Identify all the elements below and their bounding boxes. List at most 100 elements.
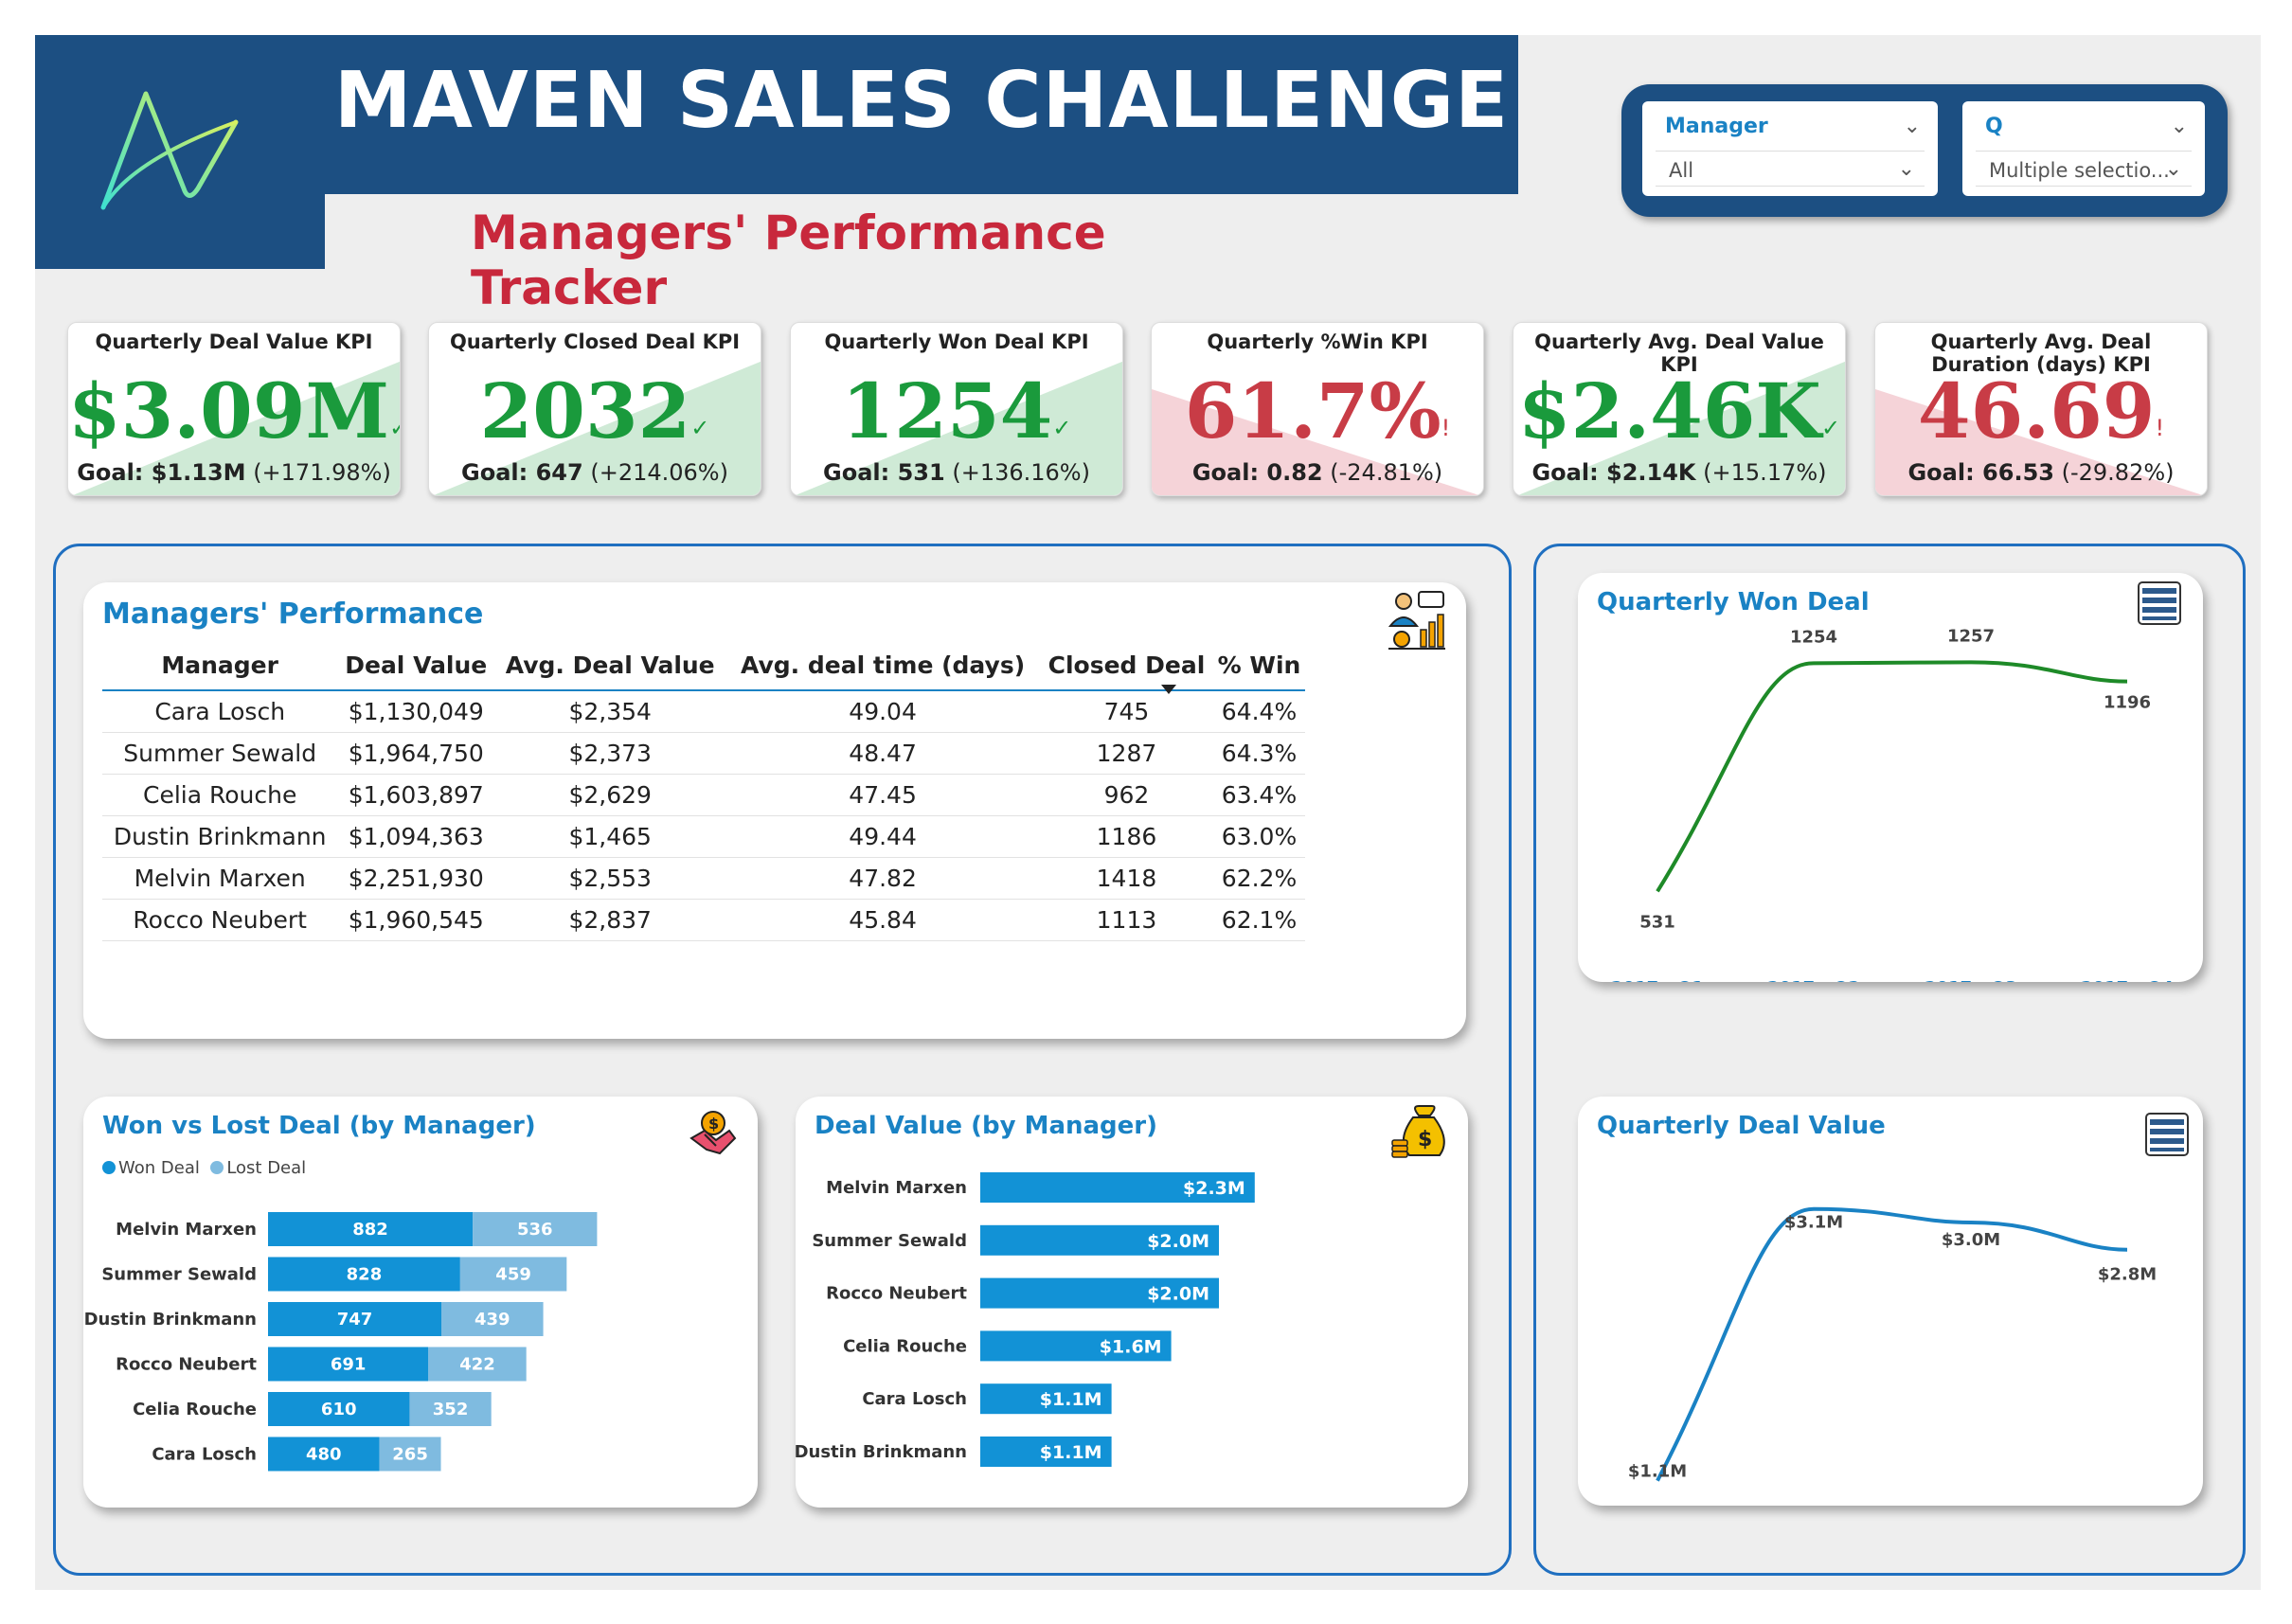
kpi-title: Quarterly Avg. Deal Value KPI bbox=[1534, 330, 1824, 376]
table-header[interactable]: Deal Value bbox=[337, 641, 495, 691]
table-header[interactable]: Avg. Deal Value bbox=[494, 641, 726, 691]
data-label: $2.8M bbox=[2098, 1265, 2157, 1285]
legend-swatch bbox=[102, 1161, 116, 1174]
table-cell: 1287 bbox=[1039, 732, 1214, 775]
manager-slicer[interactable]: Manager ⌄ All ⌄ bbox=[1642, 101, 1938, 196]
won-bar bbox=[268, 1212, 474, 1246]
table-header[interactable]: Manager bbox=[102, 641, 338, 691]
lost-bar bbox=[379, 1437, 441, 1472]
check-icon: ✓ bbox=[1820, 415, 1841, 441]
managers-performance-card: Managers' Performance Manager Deal Value A… bbox=[83, 582, 1466, 1039]
table-cell: 47.45 bbox=[725, 774, 1040, 816]
kpi-goal-delta: (+136.16%) bbox=[952, 459, 1090, 486]
kpi-value: 1254✓ bbox=[791, 368, 1122, 454]
table-cell: Melvin Marxen bbox=[102, 857, 338, 900]
lost-data-label: 439 bbox=[475, 1310, 510, 1330]
kpi-goal-delta: (-24.81%) bbox=[1330, 459, 1443, 486]
deal-value-bar bbox=[980, 1172, 1255, 1203]
kpi-trend-shape bbox=[795, 361, 1122, 495]
table-cell: 1186 bbox=[1039, 815, 1214, 858]
kpi-title: Quarterly Closed Deal KPI bbox=[449, 330, 741, 353]
dashboard-canvas: MAVEN SALES CHALLENGE Managers' Performa… bbox=[35, 35, 2261, 1590]
deal-value-bar bbox=[980, 1330, 1172, 1362]
kpi-goal: Goal: 531 (+136.16%) bbox=[791, 459, 1122, 486]
title-bar: MAVEN SALES CHALLENGE bbox=[325, 35, 1518, 194]
manager-slicer-label: Manager bbox=[1665, 115, 1768, 138]
won-data-label: 828 bbox=[347, 1265, 383, 1285]
won-data-label: 610 bbox=[321, 1400, 357, 1419]
chevron-down-icon[interactable]: ⌄ bbox=[1897, 157, 1915, 181]
money-bag-icon: $ bbox=[1390, 1102, 1449, 1165]
manager-dropdown[interactable]: All ⌄ bbox=[1656, 151, 1925, 187]
x-tick-label: 2017 - Q1 bbox=[1611, 978, 1704, 982]
x-tick-label: 2017 - Q2 bbox=[1767, 978, 1860, 982]
table-cell: 1418 bbox=[1039, 857, 1214, 900]
lost-data-label: 422 bbox=[459, 1355, 495, 1375]
table-cell: 62.1% bbox=[1213, 899, 1305, 941]
won-data-label: 747 bbox=[337, 1310, 373, 1330]
kpi-value: $3.09M✓ bbox=[68, 368, 400, 454]
check-icon: ✓ bbox=[389, 415, 400, 441]
handshake-icon: $ bbox=[688, 1106, 739, 1161]
list-icon bbox=[2137, 580, 2182, 630]
kpi-card: Quarterly Deal Value KPI $3.09M✓ Goal: $1.… bbox=[67, 322, 401, 496]
kpi-goal-label: Goal: 647 bbox=[461, 459, 583, 486]
kpi-goal: Goal: $1.13M (+171.98%) bbox=[68, 459, 400, 486]
chevron-down-icon[interactable]: ⌄ bbox=[2170, 115, 2188, 138]
won-data-label: 480 bbox=[306, 1445, 342, 1465]
kpi-card: Quarterly Avg. Deal Value KPI $2.46K✓ Goal… bbox=[1513, 322, 1846, 496]
kpi-goal-delta: (+171.98%) bbox=[253, 459, 391, 486]
quarterly-deal-value-title: Quarterly Deal Value bbox=[1597, 1112, 1886, 1140]
lost-data-label: 265 bbox=[392, 1445, 428, 1465]
won-vs-lost-chart: Melvin Marxen 882 536 Summer Sewald 828 459 Du… bbox=[84, 1212, 598, 1472]
table-cell: $2,837 bbox=[494, 899, 726, 941]
quarterly-won-deal-card: Quarterly Won Deal 531 1254 1257 1196 2017 -… bbox=[1578, 573, 2203, 982]
deal-value-bar bbox=[980, 1277, 1219, 1309]
chevron-down-icon[interactable]: ⌄ bbox=[1903, 115, 1921, 138]
kpi-trend-shape bbox=[433, 361, 761, 495]
won-vs-lost-title: Won vs Lost Deal (by Manager) bbox=[102, 1112, 536, 1140]
managers-performance-title: Managers' Performance bbox=[102, 598, 484, 631]
won-vs-lost-card: Won vs Lost Deal (by Manager) $ Won Deal… bbox=[83, 1097, 758, 1508]
won-bar bbox=[268, 1347, 429, 1382]
legend-lost: Lost Deal bbox=[226, 1158, 307, 1178]
kpi-goal-delta: (-29.82%) bbox=[2061, 459, 2175, 486]
series-line bbox=[1656, 660, 2128, 893]
kpi-goal-delta: (+214.06%) bbox=[590, 459, 728, 486]
sort-desc-icon[interactable] bbox=[1161, 685, 1176, 694]
won-bar bbox=[268, 1257, 460, 1292]
table-cell: 45.84 bbox=[725, 899, 1040, 941]
table-header[interactable]: % Win bbox=[1213, 641, 1305, 691]
deal-value-card: Deal Value (by Manager) $ Melvin Marxen $… bbox=[796, 1097, 1468, 1508]
category-label: Summer Sewald bbox=[812, 1231, 967, 1251]
table-cell: 64.4% bbox=[1213, 690, 1305, 733]
table-cell: 64.3% bbox=[1213, 732, 1305, 775]
chevron-down-icon[interactable]: ⌄ bbox=[2164, 157, 2182, 181]
series-line bbox=[1656, 1206, 2128, 1482]
kpi-goal-label: Goal: $1.13M bbox=[77, 459, 246, 486]
category-label: Melvin Marxen bbox=[826, 1178, 967, 1198]
table-cell: $2,354 bbox=[494, 690, 726, 733]
won-data-label: 882 bbox=[352, 1220, 388, 1240]
table-row: Melvin Marxen $2,251,930 $2,553 47.82 1418 62… bbox=[102, 857, 1305, 900]
table-cell: $2,373 bbox=[494, 732, 726, 775]
category-label: Cara Losch bbox=[152, 1445, 257, 1465]
table-cell: 745 bbox=[1039, 690, 1214, 733]
kpi-card: Quarterly %Win KPI 61.7%! Goal: 0.82 (-24.… bbox=[1151, 322, 1484, 496]
x-tick-label: 2017 - Q4 bbox=[2081, 978, 2174, 982]
table-header[interactable]: Closed Deal bbox=[1039, 641, 1214, 691]
quarter-dropdown[interactable]: Multiple selectio... ⌄ bbox=[1976, 151, 2192, 187]
data-label: $3.0M bbox=[1942, 1230, 2000, 1250]
kpi-card: Quarterly Closed Deal KPI 2032✓ Goal: 647 … bbox=[428, 322, 761, 496]
bar-data-label: $2.0M bbox=[1147, 1231, 1209, 1252]
kpi-title: Quarterly Deal Value KPI bbox=[95, 330, 373, 353]
won-bar bbox=[268, 1437, 380, 1472]
table-header[interactable]: Avg. deal time (days) bbox=[725, 641, 1040, 691]
quarter-slicer[interactable]: Q ⌄ Multiple selectio... ⌄ bbox=[1962, 101, 2205, 196]
lost-bar bbox=[428, 1347, 527, 1382]
table-cell: Summer Sewald bbox=[102, 732, 338, 775]
deal-value-chart: Melvin Marxen $2.3M Summer Sewald $2.0M Rocc… bbox=[796, 1172, 1255, 1467]
table-cell: 49.44 bbox=[725, 815, 1040, 858]
alert-icon: ! bbox=[2155, 415, 2165, 441]
table-row: Celia Rouche $1,603,897 $2,629 47.45 962 63.4… bbox=[102, 774, 1305, 816]
